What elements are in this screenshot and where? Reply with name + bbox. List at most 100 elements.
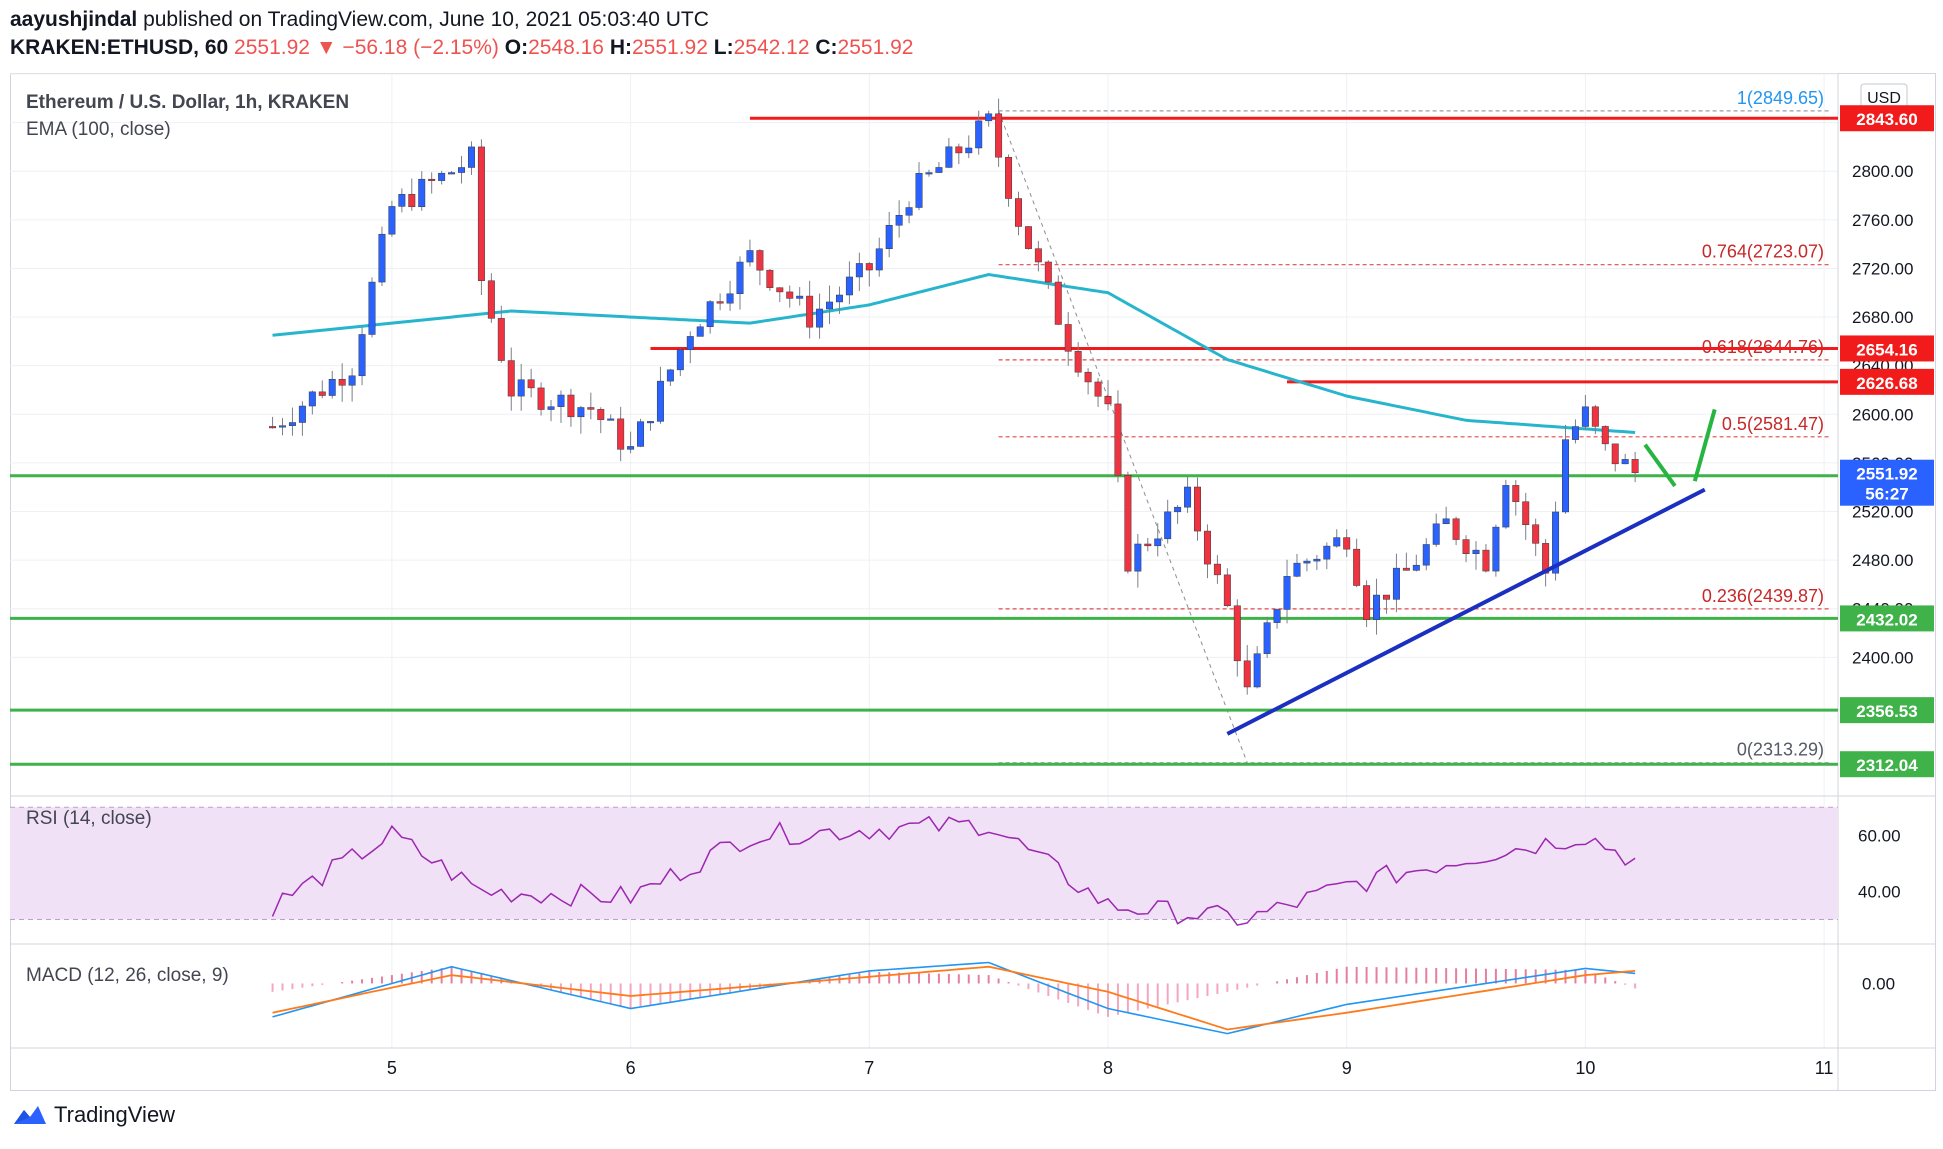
time-axis: 56789101112 bbox=[387, 1058, 1834, 1078]
candle-up bbox=[1293, 562, 1301, 577]
tradingview-footer[interactable]: TradingView bbox=[12, 1102, 175, 1128]
candle-down bbox=[776, 287, 784, 293]
candle-down bbox=[955, 146, 963, 154]
open-label: O: bbox=[504, 36, 529, 59]
candle-up bbox=[826, 301, 833, 310]
candle-up bbox=[845, 276, 853, 296]
candle-down bbox=[1343, 537, 1351, 550]
resistance-tag-0-text: 2843.60 bbox=[1856, 110, 1917, 129]
candle-down bbox=[716, 301, 724, 304]
candle-up bbox=[1303, 560, 1311, 564]
candle-down bbox=[1074, 351, 1082, 373]
candle-down bbox=[1512, 485, 1520, 502]
close-value: 2551.92 bbox=[837, 36, 914, 59]
author-name[interactable]: aayushjindal bbox=[10, 8, 138, 31]
rsi-tick-60.00: 60.00 bbox=[1858, 826, 1901, 845]
candle-up bbox=[279, 425, 286, 428]
candle-up bbox=[1422, 544, 1430, 566]
candle-down bbox=[865, 263, 873, 271]
rsi-tick-40.00: 40.00 bbox=[1858, 882, 1901, 901]
candle-down bbox=[1383, 594, 1390, 600]
time-tick-10: 10 bbox=[1575, 1058, 1595, 1078]
candle-down bbox=[995, 113, 1003, 158]
candle-down bbox=[1591, 406, 1599, 427]
symbol-label: KRAKEN:ETHUSD, 60 bbox=[10, 36, 229, 59]
candle-up bbox=[855, 263, 863, 278]
candle-down bbox=[617, 418, 625, 450]
candle-up bbox=[666, 369, 674, 382]
candle-down bbox=[1024, 226, 1032, 249]
macd-signal-line bbox=[272, 965, 1636, 1031]
candle-down bbox=[428, 178, 436, 181]
candle-down bbox=[786, 291, 794, 299]
candle-up bbox=[577, 407, 585, 418]
candle-down bbox=[1353, 548, 1361, 586]
candle-up bbox=[1412, 564, 1420, 571]
candle-down bbox=[1094, 381, 1102, 397]
macd-legend: MACD (12, 26, close, 9) bbox=[26, 965, 229, 986]
candle-down bbox=[1054, 281, 1062, 325]
current-price-tag-text: 2551.92 bbox=[1856, 465, 1917, 484]
candle-down bbox=[1363, 585, 1371, 620]
candlestick-series bbox=[269, 98, 1639, 695]
ascending-trendline bbox=[1226, 487, 1706, 736]
rsi-band bbox=[10, 806, 1838, 921]
price-tick-2480.00: 2480.00 bbox=[1852, 551, 1913, 570]
time-tick-8: 8 bbox=[1103, 1058, 1113, 1078]
candle-up bbox=[1184, 486, 1192, 508]
candle-down bbox=[1611, 443, 1619, 465]
candle-up bbox=[1273, 609, 1281, 623]
candle-up bbox=[448, 172, 456, 175]
candle-down bbox=[527, 379, 535, 389]
rsi-line bbox=[271, 815, 1636, 926]
time-tick-11: 11 bbox=[1815, 1058, 1834, 1078]
resistance-tag-0-box bbox=[1840, 105, 1934, 132]
open-value: 2548.16 bbox=[528, 36, 604, 59]
candle-up bbox=[676, 349, 684, 371]
high-value: 2551.92 bbox=[632, 36, 708, 59]
candle-up bbox=[905, 207, 913, 216]
candle-up bbox=[816, 308, 824, 328]
grid-lines bbox=[10, 73, 1936, 1090]
candle-up bbox=[1472, 549, 1480, 554]
candle-up bbox=[1164, 511, 1172, 540]
candle-up bbox=[1373, 594, 1381, 620]
candle-up bbox=[388, 206, 396, 235]
candle-up bbox=[965, 147, 973, 154]
down-projection-arrow bbox=[1643, 443, 1677, 488]
close-label: C: bbox=[815, 36, 838, 59]
support-tag-2-box bbox=[1840, 697, 1934, 724]
candle-down bbox=[1194, 486, 1201, 532]
time-tick-9: 9 bbox=[1342, 1058, 1352, 1078]
candle-up bbox=[627, 446, 635, 450]
ema-100-line bbox=[272, 272, 1636, 434]
low-value: 2542.12 bbox=[733, 36, 810, 59]
last-price: 2551.92 bbox=[234, 36, 310, 59]
candle-down bbox=[1203, 530, 1211, 565]
candle-up bbox=[1263, 622, 1271, 654]
candle-up bbox=[736, 261, 744, 294]
candle-down bbox=[497, 318, 505, 361]
resistance-tag-2-box bbox=[1840, 368, 1934, 395]
candle-up bbox=[985, 113, 993, 122]
currency-label: USD bbox=[1867, 90, 1901, 107]
tradingview-brand: TradingView bbox=[54, 1102, 176, 1127]
candle-down bbox=[1124, 475, 1132, 572]
candle-down bbox=[537, 387, 545, 410]
candle-up bbox=[746, 250, 754, 263]
low-label: L: bbox=[713, 36, 734, 59]
fib-level-label-1: 0.764(2723.07) bbox=[1702, 242, 1824, 262]
candle-down bbox=[1452, 518, 1460, 540]
candle-up bbox=[885, 225, 893, 249]
candle-up bbox=[348, 375, 356, 386]
rsi-legend: RSI (14, close) bbox=[26, 808, 152, 829]
candle-up bbox=[895, 215, 903, 226]
candle-down bbox=[1034, 248, 1042, 263]
price-tick-2720.00: 2720.00 bbox=[1852, 259, 1913, 278]
macd-line bbox=[272, 961, 1636, 1035]
candle-up bbox=[1154, 538, 1162, 547]
candle-up bbox=[438, 172, 446, 181]
candle-up bbox=[1253, 653, 1261, 688]
current-price-tag-box bbox=[1840, 459, 1934, 506]
